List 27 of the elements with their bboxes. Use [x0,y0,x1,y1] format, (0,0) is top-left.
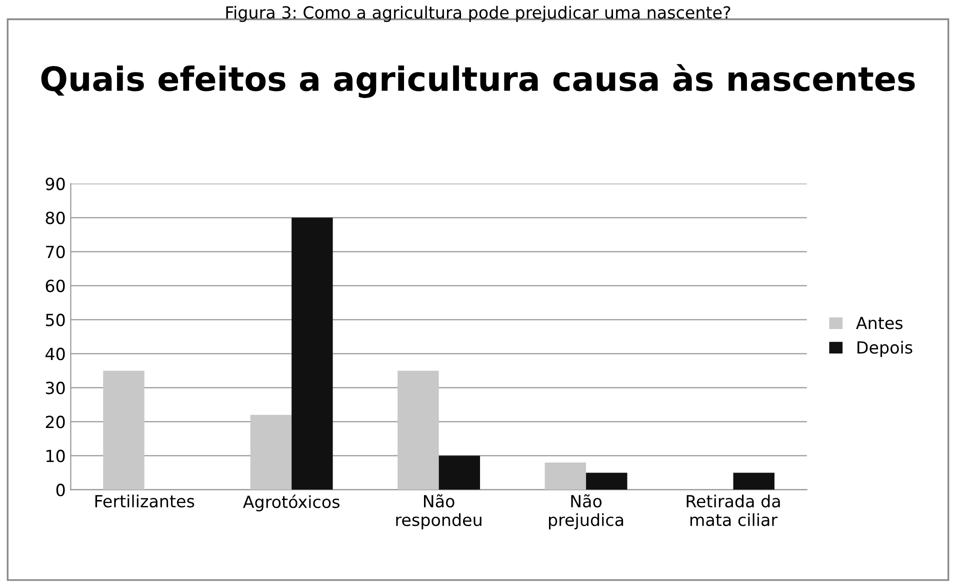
y-tick-label: 60 [46,280,65,292]
y-tick-label: 10 [46,450,65,462]
chart-title: Quais efeitos a agricultura causa às nascentes [41,64,915,98]
y-tick-label: 0 [56,484,65,496]
y-tick-label: 30 [46,382,65,394]
y-tick-label: 70 [46,246,65,258]
y-tick-label: 80 [46,212,65,224]
y-tick-label: 40 [45,348,65,360]
x-tick-label: Não prejudica [548,494,624,530]
x-tick-label: Agrotóxicos [243,494,340,512]
x-tick-label: Retirada da mata ciliar [686,494,780,526]
bar [103,370,144,490]
bar [250,414,292,490]
bar [544,462,586,490]
y-tick-label: 20 [46,416,65,428]
bar [398,370,439,490]
x-tick-label: Não respondeu [396,494,482,530]
x-tick-label: Fertilizantes [95,494,194,508]
bar [292,218,333,490]
text: Figura 3: Como a agricultura pode prejudicar uma nascente? [226,6,730,22]
legend-label: Depois [858,340,912,357]
legend-label: Antes [856,316,903,330]
y-tick-label: 90 [46,178,65,190]
bar [733,472,774,490]
y-tick-label: 50 [46,314,65,326]
bar [438,456,480,490]
bar [586,472,628,490]
